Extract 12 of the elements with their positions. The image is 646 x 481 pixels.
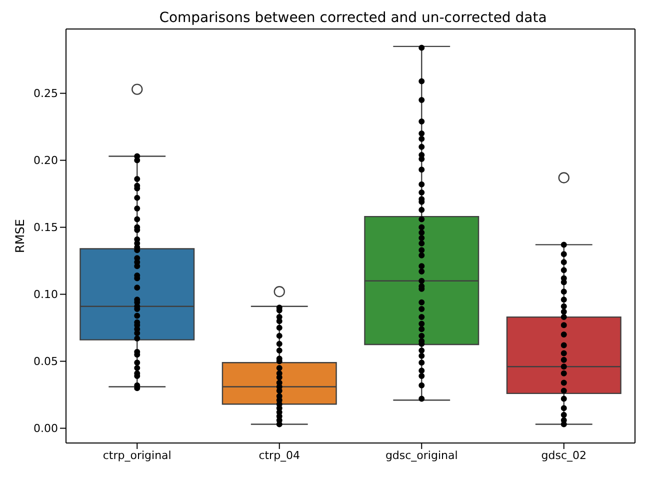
y-tick-label: 0.25 — [34, 87, 58, 100]
y-tick-label: 0.00 — [34, 422, 58, 436]
x-tick-label: gdsc_original — [385, 448, 458, 462]
x-tick-label: ctrp_original — [102, 448, 172, 462]
y-tick-label: 0.10 — [34, 288, 58, 302]
y-tick-label: 0.20 — [34, 154, 58, 168]
y-tick-label: 0.15 — [34, 221, 58, 234]
x-tick-label: gdsc_02 — [541, 448, 586, 462]
chart-title: Comparisons between corrected and un-corrected data — [158, 9, 548, 28]
y-tick-label: 0.05 — [34, 355, 58, 368]
y-axis-title: RMSE — [13, 219, 27, 253]
x-tick-label: ctrp_04 — [258, 448, 300, 462]
